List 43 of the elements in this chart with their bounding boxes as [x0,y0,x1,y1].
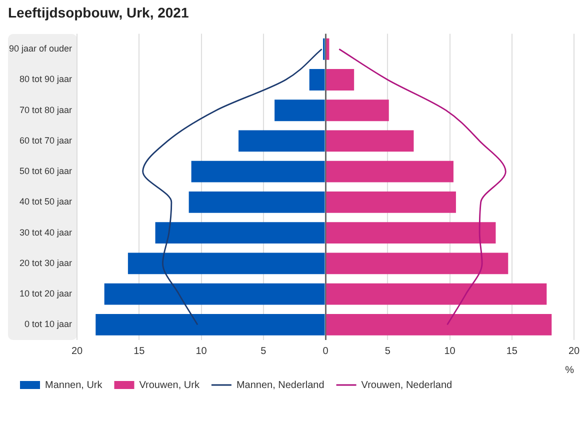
chart-title: Leeftijdsopbouw, Urk, 2021 [8,4,189,20]
x-tick-label: 20 [568,346,580,357]
x-tick-label: 5 [384,346,391,357]
y-tick-label: 30 tot 40 jaar [19,227,72,238]
y-tick-label: 80 tot 90 jaar [19,74,72,84]
bar [188,191,325,213]
bar [104,283,325,305]
legend-label: Mannen, Nederland [236,380,324,391]
y-tick-label: 0 tot 10 jaar [24,319,72,330]
bar [326,222,496,244]
y-tick-label: 20 tot 30 jaar [19,258,72,268]
x-tick-label: 15 [506,346,518,357]
bar [326,130,414,152]
x-tick-label: 10 [196,346,208,357]
bar [128,252,325,274]
x-tick-label: 10 [444,346,456,357]
bar [326,252,508,274]
bar [326,314,552,336]
y-tick-label: 50 tot 60 jaar [19,166,72,176]
x-tick-label: 0 [322,346,329,357]
y-tick-label: 90 jaar of ouder [8,44,72,54]
x-tick-label: 20 [71,346,83,357]
y-tick-label: 60 tot 70 jaar [19,135,72,146]
bar [191,160,325,182]
bar [326,283,547,305]
bar [238,130,325,152]
x-tick-label: 15 [134,346,146,357]
x-tick-label: 5 [260,346,267,357]
legend-label: Mannen, Urk [45,380,104,391]
y-tick-label: 70 tot 80 jaar [19,104,72,115]
bar [326,191,456,213]
x-axis-title: % [565,364,574,376]
bar [326,100,389,122]
bar [326,69,354,90]
bar [326,160,454,182]
y-tick-label: 10 tot 20 jaar [19,288,72,299]
bar [96,314,325,336]
bar [274,100,325,122]
bar [155,222,325,244]
y-tick-label: 40 tot 50 jaar [19,196,72,207]
bar [309,69,325,90]
legend-label: Vrouwen, Nederland [361,380,452,391]
legend-label: Vrouwen, Urk [139,380,200,391]
